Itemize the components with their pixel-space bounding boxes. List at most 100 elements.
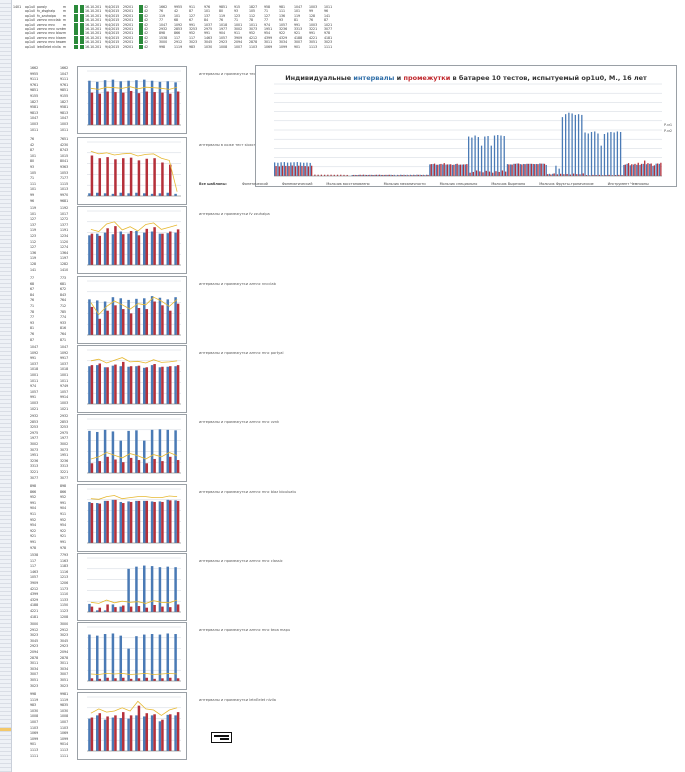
- small-chart[interactable]: [77, 206, 187, 274]
- table-row: 2975 2975: [30, 431, 90, 437]
- summary-bar-interval: [396, 174, 399, 176]
- header-cell: 976: [204, 5, 211, 9]
- table-cell: 3023: [30, 683, 39, 688]
- summary-bar-interval: [283, 162, 285, 176]
- header-cell: 42: [144, 35, 149, 40]
- row-number-column[interactable]: [0, 0, 12, 772]
- small-chart[interactable]: [77, 345, 187, 413]
- summary-bar-gap: [395, 175, 397, 176]
- chart-caption: интервалы и промежутки zzmnc mnc teoa ma…: [199, 628, 291, 632]
- small-chart[interactable]: [77, 66, 187, 134]
- summary-bar-gap: [479, 171, 481, 176]
- table-cell: 1069: [30, 731, 39, 736]
- small-chart[interactable]: [77, 622, 187, 690]
- summary-bar-interval: [364, 174, 366, 176]
- summary-bar-interval: [613, 132, 615, 176]
- bar-interval: [143, 298, 146, 335]
- check-icon: [80, 22, 84, 27]
- chart-caption: интервалы и промежутки letnEelet nlvila: [199, 698, 276, 702]
- table-row: 1011 1011: [30, 379, 90, 385]
- header-cell: 141: [324, 13, 331, 18]
- bar-gap: [129, 457, 133, 473]
- bar-interval: [96, 233, 99, 265]
- table-cell: 1827: [30, 99, 39, 104]
- summary-bar-gap: [362, 174, 365, 176]
- summary-bar-interval: [603, 134, 606, 176]
- header-cell: 978: [324, 31, 331, 36]
- header-cell: 9/4/2015: [105, 22, 120, 27]
- small-chart-plot: [87, 418, 181, 474]
- table-row: 93 933: [30, 321, 90, 327]
- header-cell: 16.10.201: [85, 40, 102, 45]
- header-cell: 71: [234, 18, 239, 23]
- chart-caption: интервалы в коже тест sioxcm fv zzuhaip: [199, 143, 277, 147]
- bar-interval: [174, 715, 177, 751]
- summary-bar-interval: [542, 163, 544, 176]
- summary-bar-interval: [652, 165, 654, 176]
- header-row: op1u0 zzmnc nncclab m 16.10.201 9/4/2015 2920…: [13, 18, 393, 23]
- table-row: 9761 9761: [30, 83, 90, 89]
- summary-bar-interval: [464, 164, 467, 176]
- table-cell: 9851: [30, 88, 39, 93]
- small-chart[interactable]: [77, 276, 187, 344]
- header-cell: fv_zzuhaipa: [37, 13, 56, 18]
- table-cell: 1017: [60, 211, 69, 216]
- small-chart[interactable]: [77, 553, 187, 621]
- header-cell: 991: [204, 31, 211, 36]
- small-chart[interactable]: [77, 692, 187, 760]
- bar-gap: [137, 678, 141, 681]
- bar-interval: [158, 367, 162, 404]
- bar-gap: [161, 233, 164, 265]
- table-row: 922 922: [30, 529, 90, 535]
- bar-interval: [158, 429, 162, 473]
- trend-line: [90, 357, 178, 364]
- table-cell: 9681: [60, 198, 69, 203]
- summary-bar-gap: [550, 174, 552, 176]
- summary-bar-interval: [461, 164, 463, 176]
- bar-interval: [88, 501, 91, 543]
- bar-interval: [88, 193, 91, 196]
- summary-bar-interval: [471, 137, 473, 176]
- bar-gap: [98, 607, 102, 612]
- summary-bar-gap: [346, 174, 348, 176]
- small-chart-plot: [87, 141, 181, 197]
- bar-interval: [150, 365, 154, 404]
- summary-bar-gap: [298, 165, 300, 176]
- header-cell: 16.10.201: [85, 22, 102, 27]
- small-chart[interactable]: [77, 137, 187, 205]
- table-cell: 991: [30, 356, 37, 361]
- summary-bar-interval: [539, 163, 541, 176]
- header-cell: 1057: [219, 35, 228, 40]
- small-chart[interactable]: [77, 414, 187, 482]
- bar-gap: [98, 713, 102, 751]
- check-icon: [80, 13, 84, 18]
- form-control-widget[interactable]: [211, 732, 232, 743]
- header-cell: 3236: [279, 26, 288, 31]
- header-cell: 42: [144, 9, 149, 14]
- summary-bar-interval: [303, 162, 305, 176]
- bar-gap: [90, 503, 94, 543]
- table-row: 1538 7793: [30, 553, 90, 559]
- header-cell: 9955: [174, 5, 183, 9]
- summary-bar-gap: [323, 174, 326, 176]
- bar-interval: [103, 500, 107, 543]
- header-cell: 93: [234, 9, 239, 14]
- header-cell: 3313: [294, 26, 303, 31]
- table-cell: 3051: [60, 677, 69, 682]
- small-chart[interactable]: [77, 484, 187, 552]
- header-cell: op1u0: [25, 13, 36, 18]
- trend-line: [90, 599, 178, 604]
- values-table: 1047 1047 1092 1092 991 9917 1037 1037 1018 1018 1…: [30, 345, 90, 412]
- summary-chart[interactable]: Индивидуальные интервалы и промежутки в …: [255, 65, 677, 187]
- bar-interval: [135, 566, 138, 612]
- summary-bar-interval: [438, 164, 441, 176]
- header-cell: 42: [174, 9, 179, 14]
- table-row: 96 9681: [30, 199, 90, 205]
- table-cell: 991: [60, 500, 67, 505]
- bar-interval: [88, 80, 91, 125]
- bar-interval: [135, 715, 138, 751]
- table-cell: 2923: [60, 644, 69, 649]
- table-cell: 9835: [60, 703, 69, 708]
- table-cell: 3000: [60, 622, 69, 626]
- header-row: op1u0 fv_zzuhaipa m 16.10.201 9/4/2015 29201 4…: [13, 13, 393, 18]
